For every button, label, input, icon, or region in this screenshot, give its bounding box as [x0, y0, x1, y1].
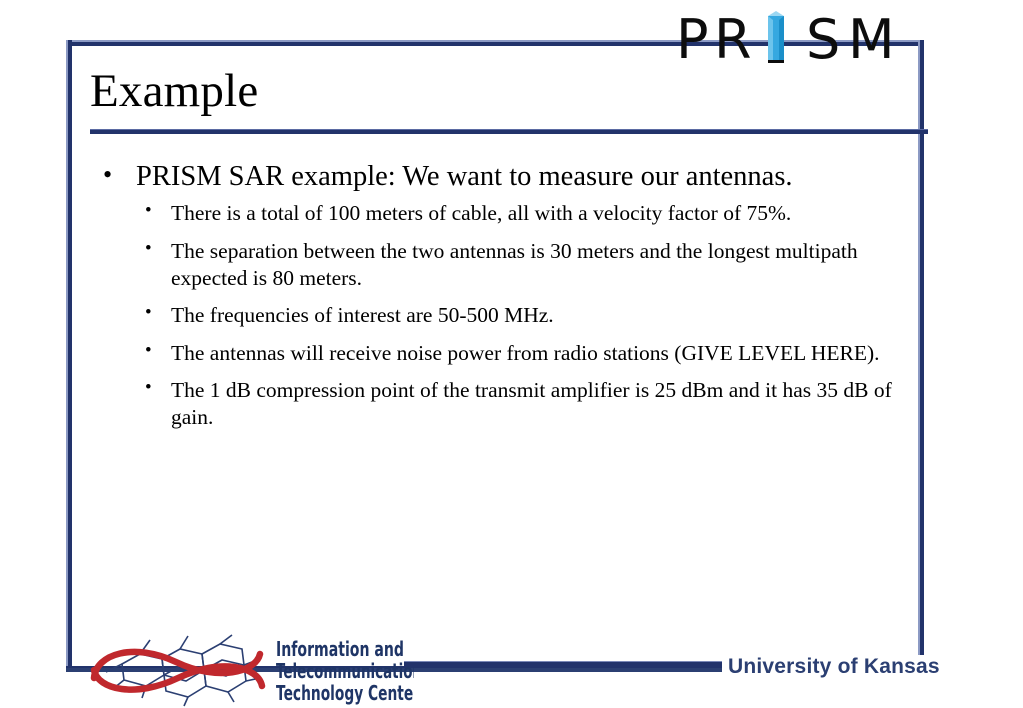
prism-letter-p: P [676, 8, 709, 70]
footer-institution-label: University of Kansas [722, 655, 946, 679]
bullet-item-sub-4: • The antennas will receive noise power … [136, 340, 932, 367]
bullet-text-sub-4: The antennas will receive noise power fr… [171, 340, 880, 365]
bullet-text-sub-1: There is a total of 100 meters of cable,… [171, 201, 792, 226]
bullet-item-sub-1: • There is a total of 100 meters of cabl… [136, 200, 932, 227]
bullet-marker-icon: • [145, 237, 152, 259]
bullet-item-main: • PRISM SAR example: We want to measure … [96, 160, 932, 431]
prism-logo: P R S M [676, 8, 926, 70]
page-title: Example [90, 65, 259, 117]
slide-body: • PRISM SAR example: We want to measure … [96, 160, 932, 442]
bullet-text-main: PRISM SAR example: We want to measure ou… [136, 161, 793, 192]
ittc-line-3: Technology Center [276, 681, 414, 705]
prism-letter-r: R [714, 8, 752, 70]
bullet-marker-icon: • [145, 339, 152, 361]
ittc-line-2: Telecommunication [276, 659, 414, 683]
footer-divider-rule [404, 661, 928, 666]
frame-left-edge [66, 40, 68, 672]
bullet-marker-icon: • [145, 302, 152, 324]
bullet-item-sub-5: • The 1 dB compression point of the tran… [136, 377, 932, 430]
prism-letter-s: S [806, 8, 840, 70]
title-underline [90, 129, 928, 134]
frame-left-edge-inner [68, 40, 72, 672]
bullet-list-level1: • PRISM SAR example: We want to measure … [96, 160, 932, 431]
ittc-logo: Information and Telecommunication Techno… [84, 626, 414, 708]
bullet-text-sub-5: The 1 dB compression point of the transm… [171, 378, 892, 430]
bullet-marker-icon: • [145, 377, 152, 399]
page-title-block: Example [90, 68, 930, 115]
bullet-marker-icon: • [145, 200, 152, 222]
prism-letter-m: M [848, 8, 895, 70]
bullet-marker-icon: • [103, 160, 113, 189]
ittc-line-1: Information and [276, 637, 404, 661]
bullet-text-sub-3: The frequencies of interest are 50-500 M… [171, 303, 554, 328]
bullet-list-level2: • There is a total of 100 meters of cabl… [136, 200, 932, 431]
prism-crystal-icon [768, 11, 784, 63]
bullet-item-sub-3: • The frequencies of interest are 50-500… [136, 302, 932, 329]
bullet-text-sub-2: The separation between the two antennas … [171, 238, 858, 290]
bullet-item-sub-2: • The separation between the two antenna… [136, 238, 932, 291]
